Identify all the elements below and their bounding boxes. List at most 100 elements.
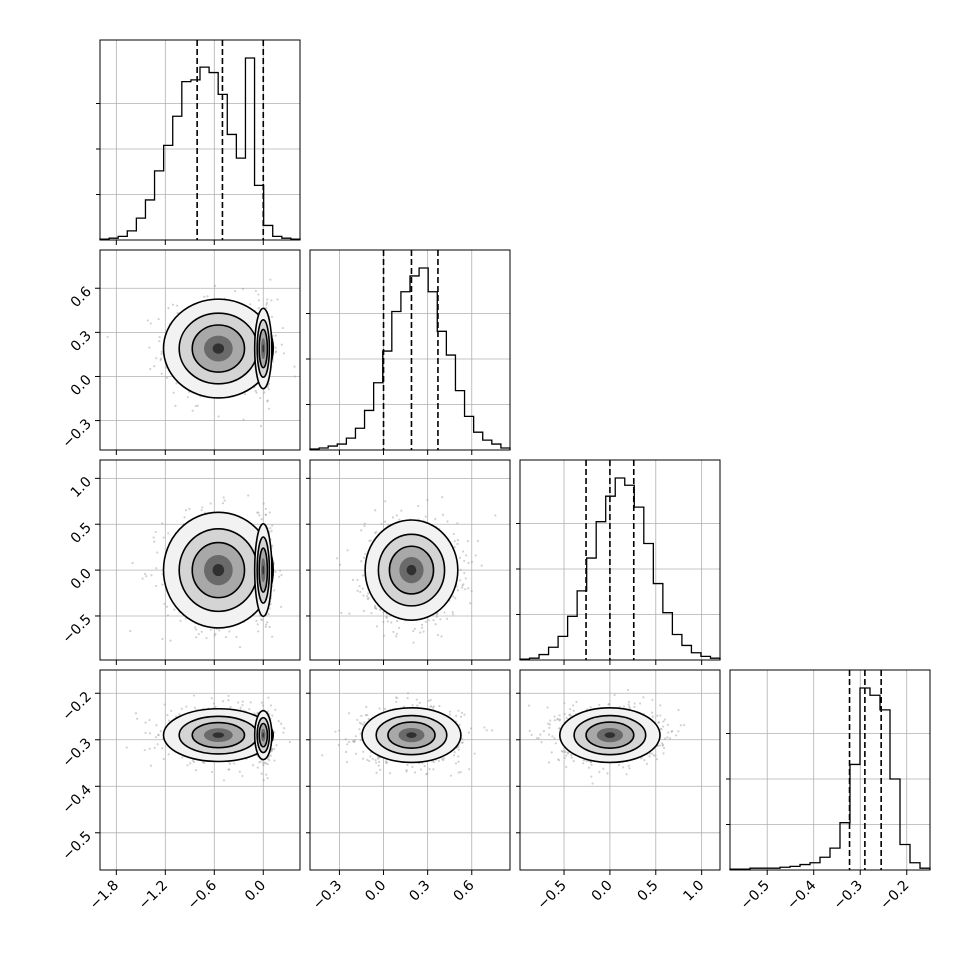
- sample-point: [463, 559, 466, 563]
- sample-point: [205, 636, 208, 640]
- sample-point: [266, 298, 269, 301]
- sample-point: [194, 626, 197, 629]
- sample-point: [186, 396, 189, 399]
- sample-point: [260, 517, 263, 521]
- sample-point: [466, 540, 469, 543]
- sample-point: [445, 617, 449, 620]
- sample-point: [209, 502, 212, 505]
- sample-point: [274, 351, 277, 354]
- panel-background: [730, 670, 930, 870]
- sample-point: [171, 303, 175, 306]
- sample-point: [395, 635, 398, 638]
- sample-point: [257, 511, 260, 514]
- sample-point: [348, 612, 351, 615]
- sample-point: [353, 739, 357, 742]
- sample-point: [422, 630, 425, 633]
- sample-point: [396, 696, 399, 700]
- sample-point: [374, 604, 377, 608]
- sample-point: [214, 632, 217, 635]
- sample-point: [462, 550, 465, 553]
- sample-point: [385, 761, 388, 765]
- sample-point: [264, 507, 267, 510]
- sample-point: [157, 734, 160, 737]
- sample-point: [374, 532, 377, 535]
- sample-point: [443, 611, 446, 614]
- sample-point: [270, 529, 273, 533]
- sample-point: [395, 514, 398, 517]
- sample-point: [162, 757, 165, 761]
- sample-point: [174, 404, 177, 407]
- sample-point: [269, 278, 272, 281]
- contour-level: [262, 732, 265, 738]
- sample-point: [550, 751, 553, 754]
- sample-point: [670, 730, 673, 733]
- sample-point: [273, 759, 276, 762]
- sample-point: [143, 748, 146, 752]
- sample-point: [628, 705, 631, 708]
- sample-point: [633, 702, 636, 705]
- scatter-panel-3-2: [519, 669, 721, 871]
- sample-point: [249, 701, 252, 704]
- sample-point: [434, 623, 437, 626]
- sample-point: [369, 755, 372, 758]
- sample-point: [385, 761, 389, 764]
- sample-point: [405, 770, 408, 773]
- sample-point: [241, 774, 244, 778]
- sample-point: [360, 714, 363, 718]
- sample-point: [188, 507, 191, 511]
- sample-point: [432, 761, 436, 764]
- sample-point: [106, 335, 109, 338]
- sample-point: [464, 577, 467, 580]
- sample-point: [384, 500, 387, 503]
- sample-point: [165, 376, 169, 379]
- sample-point: [175, 715, 178, 718]
- sample-point: [346, 743, 349, 746]
- sample-point: [200, 630, 203, 633]
- sample-point: [162, 536, 165, 539]
- sample-point: [435, 613, 438, 616]
- sample-point: [354, 735, 357, 738]
- sample-point: [260, 701, 264, 704]
- sample-point: [429, 705, 432, 708]
- scatter-panel-2-0: [99, 459, 301, 661]
- sample-point: [485, 729, 488, 732]
- sample-point: [269, 527, 272, 530]
- sample-point: [346, 549, 349, 552]
- sample-point: [360, 560, 363, 563]
- sample-point: [274, 570, 277, 574]
- sample-point: [375, 771, 378, 774]
- contour-level: [212, 732, 225, 738]
- sample-point: [213, 284, 217, 288]
- sample-point: [650, 752, 653, 755]
- sample-point: [195, 628, 198, 631]
- sample-point: [358, 728, 361, 731]
- sample-point: [268, 407, 271, 410]
- sample-point: [421, 626, 424, 629]
- sample-point: [195, 636, 198, 639]
- sample-point: [212, 702, 215, 705]
- sample-point: [193, 706, 196, 709]
- sample-point: [627, 700, 631, 704]
- sample-point: [464, 588, 467, 591]
- sample-point: [476, 539, 480, 543]
- sample-point: [606, 772, 609, 775]
- sample-point: [270, 747, 274, 751]
- sample-point: [268, 759, 271, 762]
- sample-point: [222, 779, 226, 782]
- sample-point: [417, 504, 420, 508]
- sample-point: [336, 557, 339, 560]
- sample-point: [348, 740, 351, 744]
- sample-point: [366, 714, 369, 717]
- sample-point: [442, 759, 445, 762]
- sample-point: [362, 594, 365, 597]
- contour-level: [406, 732, 417, 738]
- sample-point: [382, 620, 385, 624]
- sample-point: [360, 529, 363, 532]
- sample-point: [280, 605, 283, 608]
- sample-point: [163, 703, 166, 706]
- sample-point: [242, 418, 245, 421]
- sample-point: [462, 583, 465, 586]
- sample-point: [278, 575, 281, 578]
- sample-point: [558, 718, 562, 721]
- sample-point: [467, 587, 470, 590]
